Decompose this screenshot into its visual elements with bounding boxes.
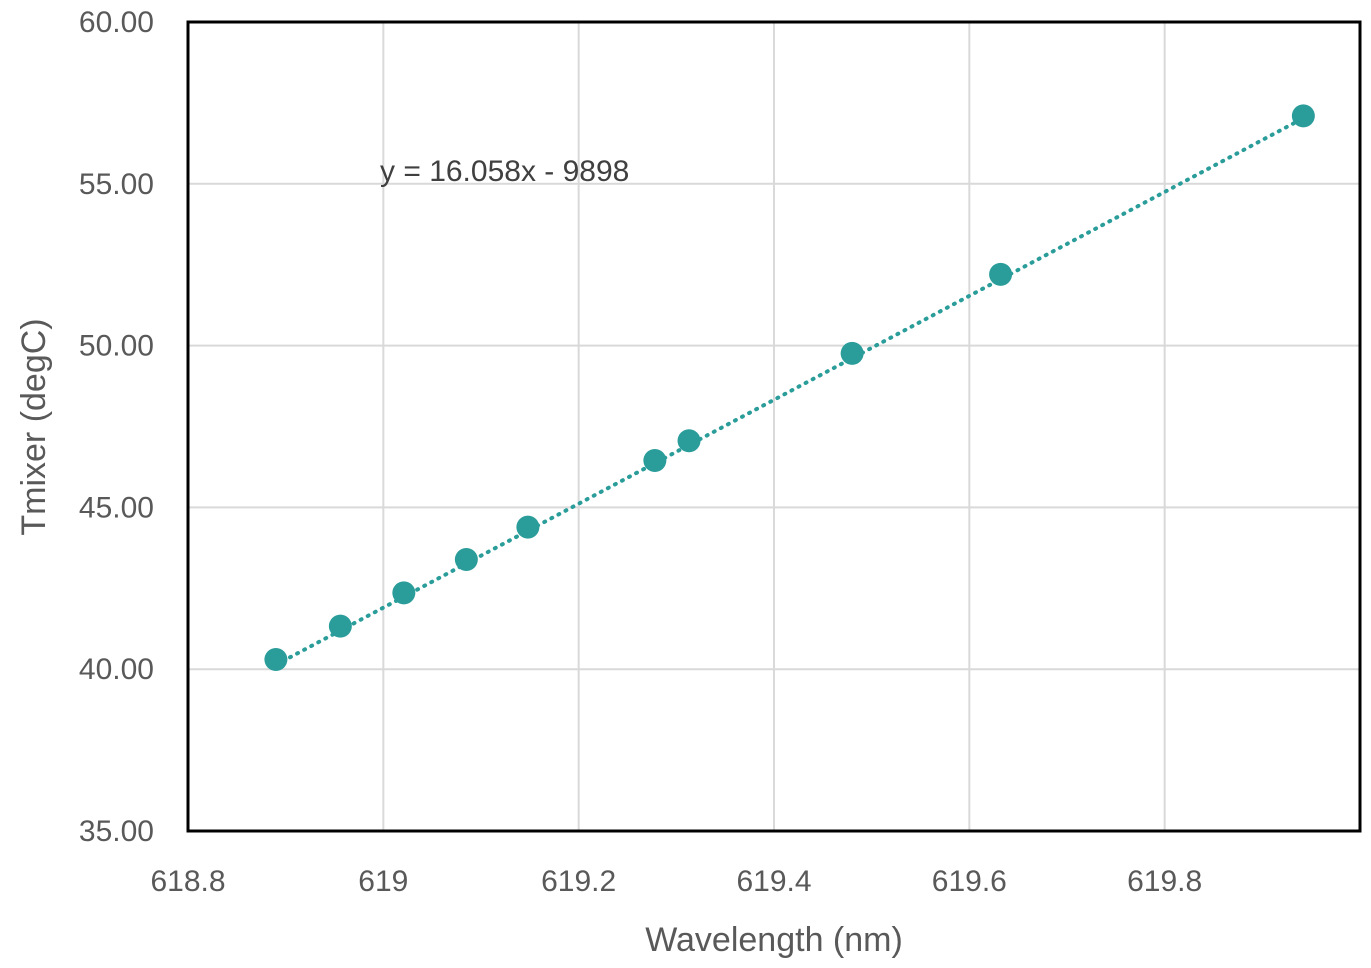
- plot-area-border: [186, 20, 1362, 833]
- x-tick-label: 619.8: [1127, 865, 1202, 898]
- x-axis-ticks: 618.8 619 619.2 619.4 619.6 619.8: [150, 865, 1202, 898]
- data-point: [989, 262, 1013, 286]
- trendline: [273, 116, 1306, 667]
- data-point: [677, 429, 701, 453]
- y-tick-label: 40.00: [79, 653, 154, 686]
- data-point: [840, 341, 864, 365]
- y-axis-ticks: 35.00 40.00 45.00 50.00 55.00 60.00: [79, 6, 154, 848]
- data-point: [454, 547, 478, 571]
- x-axis-title: Wavelength (nm): [645, 921, 903, 959]
- x-tick-label: 619.6: [932, 865, 1007, 898]
- y-tick-label: 60.00: [79, 6, 154, 39]
- x-tick-label: 619.4: [736, 865, 811, 898]
- x-tick-label: 618.8: [150, 865, 225, 898]
- y-tick-label: 45.00: [79, 491, 154, 524]
- data-point: [643, 448, 667, 472]
- data-points: [264, 104, 1315, 671]
- y-tick-label: 55.00: [79, 168, 154, 201]
- x-tick-label: 619.2: [541, 865, 616, 898]
- gridlines: [188, 22, 1360, 831]
- y-tick-label: 50.00: [79, 330, 154, 363]
- trendline-equation: y = 16.058x - 9898: [380, 155, 629, 188]
- y-tick-label: 35.00: [79, 815, 154, 848]
- data-point: [392, 581, 416, 605]
- data-point: [1291, 104, 1315, 128]
- data-point: [516, 515, 540, 539]
- data-point: [328, 614, 352, 638]
- x-tick-label: 619: [358, 865, 408, 898]
- data-point: [264, 647, 288, 671]
- y-axis-title: Tmixer (degC): [15, 318, 53, 535]
